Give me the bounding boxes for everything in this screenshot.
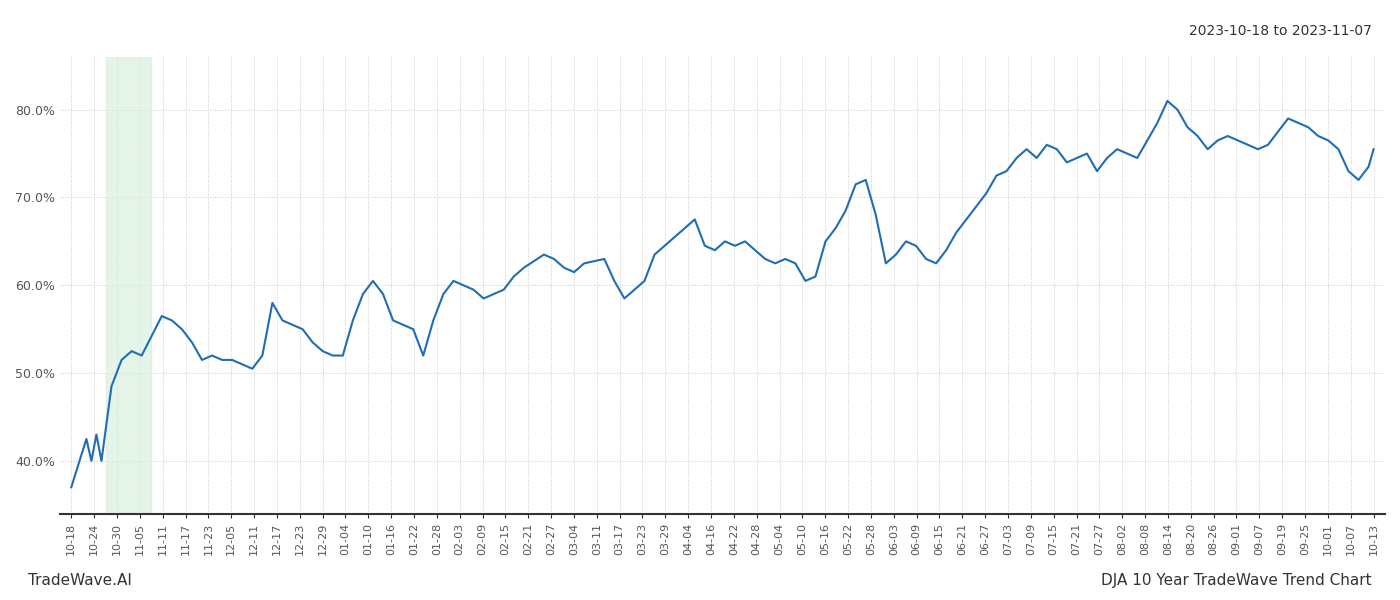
Text: DJA 10 Year TradeWave Trend Chart: DJA 10 Year TradeWave Trend Chart <box>1102 573 1372 588</box>
Bar <box>105 57 151 514</box>
Text: 2023-10-18 to 2023-11-07: 2023-10-18 to 2023-11-07 <box>1189 24 1372 38</box>
Text: TradeWave.AI: TradeWave.AI <box>28 573 132 588</box>
